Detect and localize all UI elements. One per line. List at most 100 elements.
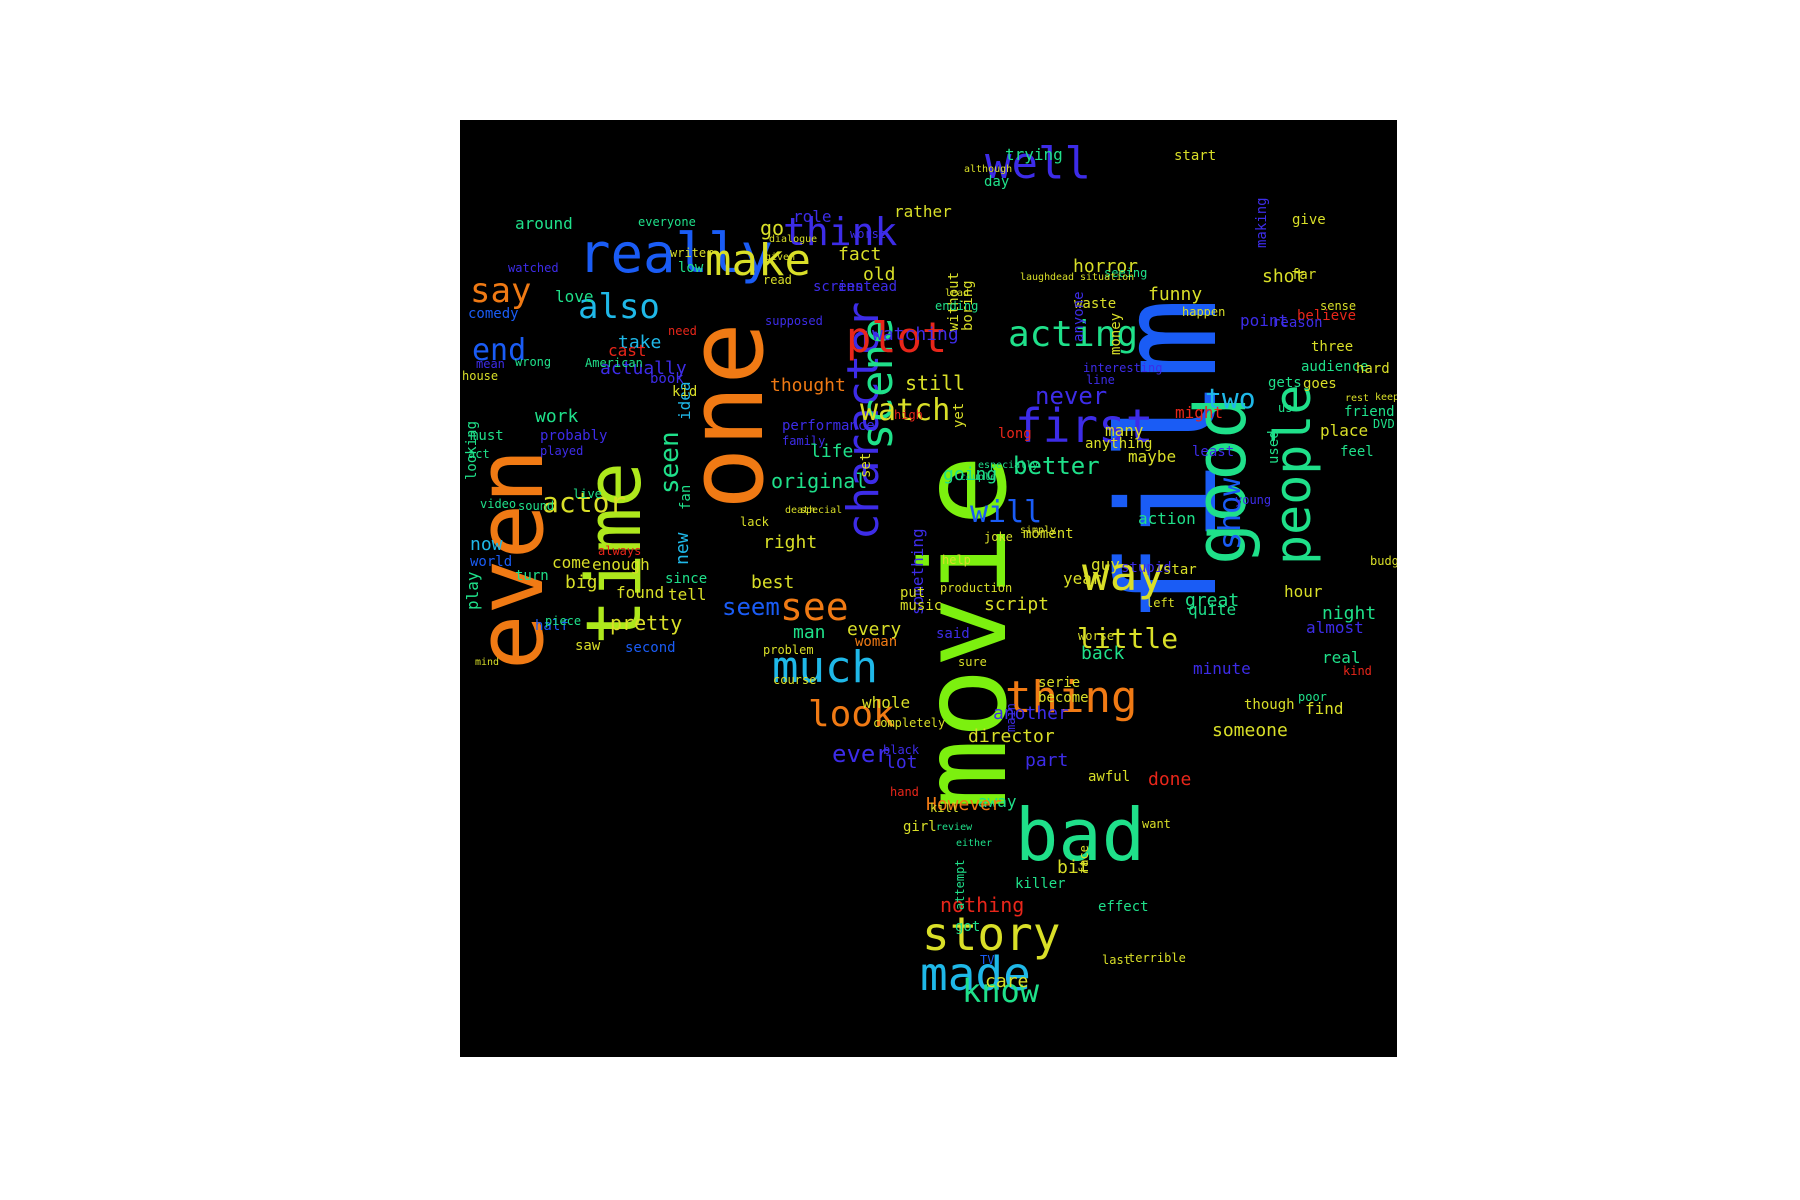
word: one (665, 322, 787, 510)
word: though (1244, 697, 1295, 713)
word: feel (1340, 444, 1374, 460)
word: book (650, 371, 684, 387)
word: believe (1297, 308, 1356, 324)
word: seem (722, 593, 780, 621)
word: end (472, 333, 526, 368)
word: girl (903, 819, 937, 835)
word: read (763, 273, 792, 287)
word: three (1311, 339, 1353, 355)
word: new (672, 532, 693, 565)
word: now (470, 534, 503, 555)
word: need (668, 324, 697, 338)
word: reason (1272, 315, 1323, 331)
word: watched (508, 261, 559, 275)
word: maybe (1128, 447, 1176, 466)
word: great (1185, 590, 1239, 611)
word: probably (540, 428, 607, 444)
word: course (773, 673, 816, 687)
word: terrible (1128, 951, 1186, 965)
word: see (780, 585, 849, 629)
word: piece (545, 614, 581, 628)
word: film (1090, 297, 1248, 625)
word: cast (608, 341, 647, 360)
word: screen (813, 279, 864, 295)
word: done (1148, 769, 1191, 790)
word: might (1175, 403, 1223, 422)
word: half (535, 618, 569, 634)
word: go (760, 216, 784, 240)
word: awful (1088, 769, 1130, 785)
word: script (984, 594, 1049, 615)
word-cloud-canvas: movie film one even time bad good people story ma… (460, 120, 1397, 1057)
word: well (985, 138, 1091, 189)
word: make (705, 235, 811, 286)
word: want (1142, 817, 1171, 831)
word: take (618, 332, 661, 353)
word: bad (1015, 793, 1145, 877)
word: many (1105, 421, 1144, 440)
word: dead (1050, 272, 1074, 283)
word: thing (1005, 672, 1137, 723)
word: found (616, 583, 664, 602)
word: people (1264, 384, 1322, 565)
word: life (810, 441, 853, 462)
word: good (1180, 396, 1262, 565)
word: year (1063, 569, 1102, 588)
word: kill (930, 801, 959, 815)
word: performance (782, 418, 875, 434)
word: ending (935, 299, 978, 313)
word: movie (895, 455, 1033, 810)
word: high (894, 408, 923, 422)
word: making (1254, 197, 1270, 248)
word: man (793, 622, 826, 643)
word: whole (862, 693, 910, 712)
word: two (1205, 382, 1256, 415)
word: director (968, 726, 1055, 747)
word: used (1266, 430, 1282, 464)
word: especially (978, 460, 1038, 471)
word: seen (655, 431, 685, 494)
word: really (578, 222, 773, 285)
word: everyone (638, 215, 696, 229)
word: quite (1188, 600, 1236, 619)
word: actor (542, 486, 626, 519)
word: turn (515, 568, 549, 584)
word: budget (1370, 554, 1397, 568)
word: star (1163, 562, 1197, 578)
word: best (751, 572, 794, 593)
word: moment (1023, 526, 1074, 542)
word: act (468, 447, 490, 461)
word: production (940, 581, 1012, 595)
word: hour (1284, 582, 1323, 601)
word: mean (476, 357, 505, 371)
word: enough (592, 555, 650, 574)
word: kind (1343, 664, 1372, 678)
word: second (625, 640, 676, 656)
word: play (463, 571, 482, 610)
word: put (900, 585, 925, 601)
word: goes (1303, 376, 1337, 392)
word: also (578, 287, 660, 327)
word: find (1305, 699, 1344, 718)
word: will (970, 495, 1042, 530)
word: time (569, 462, 658, 645)
word: hard (1356, 361, 1390, 377)
word: much (772, 642, 878, 693)
word: face (1077, 845, 1091, 874)
word: watch (860, 393, 950, 428)
word: boring (960, 280, 976, 331)
word: always (598, 544, 641, 558)
word: young (1235, 493, 1271, 507)
word: role (793, 207, 832, 226)
word: show (1213, 477, 1248, 550)
word: guy (1091, 555, 1120, 574)
word: original (771, 469, 867, 493)
word: video (480, 497, 516, 511)
word: acting (1008, 314, 1138, 355)
word: saw (575, 638, 601, 654)
word: start (1174, 148, 1216, 164)
word: American (585, 356, 643, 370)
word: lack (740, 515, 770, 529)
word: almost (1306, 618, 1364, 637)
word: part (1025, 750, 1068, 771)
